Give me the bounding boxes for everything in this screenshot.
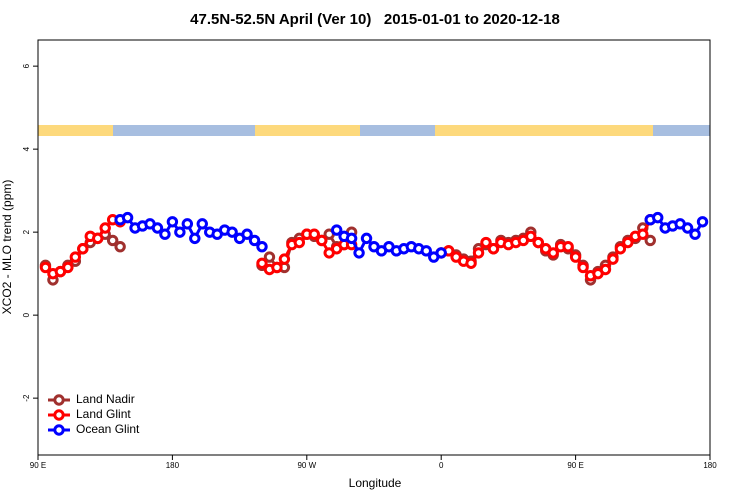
data-point: [278, 253, 291, 265]
data-point: [599, 263, 612, 276]
data-point: [226, 226, 238, 238]
data-point: [114, 240, 126, 253]
data-point: [263, 251, 276, 263]
data-point: [256, 257, 268, 269]
data-point: [92, 232, 104, 245]
ocean-strip: [360, 125, 435, 136]
legend-marker: [53, 424, 65, 436]
land-strip: [255, 125, 360, 136]
legend-label: Land Nadir: [76, 392, 135, 406]
data-point: [308, 228, 320, 240]
data-point: [330, 224, 343, 236]
data-point: [62, 261, 74, 274]
plot-frame: [37, 39, 711, 456]
data-point: [353, 247, 365, 259]
data-point: [435, 247, 447, 259]
data-point: [69, 251, 82, 263]
data-point: [77, 243, 89, 255]
data-point: [39, 261, 52, 274]
data-point: [196, 218, 208, 230]
data-point: [420, 245, 432, 257]
legend-label: Ocean Glint: [76, 422, 140, 436]
data-point: [360, 232, 373, 245]
data-point: [622, 236, 634, 249]
data-point: [652, 211, 664, 224]
y-tick-label: 4: [22, 146, 31, 151]
data-point: [316, 234, 328, 247]
data-point: [525, 230, 537, 242]
data-point: [532, 236, 544, 249]
y-tick-label: 6: [22, 63, 31, 68]
x-tick-label: 90 E: [567, 461, 583, 470]
data-point: [487, 243, 500, 255]
land-strip: [435, 125, 653, 136]
data-point: [637, 228, 649, 240]
data-point: [345, 232, 358, 245]
data-point: [696, 216, 709, 228]
x-tick-label: 180: [703, 461, 717, 470]
series: [114, 211, 709, 263]
data-point: [271, 261, 283, 274]
data-point: [465, 257, 477, 269]
data-point: [614, 243, 627, 255]
land-strip: [38, 125, 113, 136]
data-point: [248, 234, 261, 247]
data-point: [689, 228, 701, 240]
data-point: [569, 251, 582, 263]
data-point: [681, 222, 694, 234]
data-point: [174, 226, 186, 238]
data-point: [480, 236, 492, 249]
data-point: [181, 218, 194, 230]
data-point: [166, 216, 179, 228]
data-point: [293, 236, 306, 249]
data-point: [577, 261, 589, 274]
data-point: [99, 222, 111, 234]
data-point: [106, 234, 119, 247]
legend-label: Land Glint: [76, 407, 131, 421]
x-tick-label: 90 E: [30, 461, 46, 470]
ocean-strip: [113, 125, 255, 136]
data-point: [241, 228, 253, 240]
data-point: [159, 228, 171, 240]
data-point: [472, 247, 485, 259]
data-point: [644, 234, 656, 247]
y-axis-label: XCO2 - MLO trend (ppm): [0, 180, 14, 315]
chart-title: 47.5N-52.5N April (Ver 10) 2015-01-01 to…: [190, 11, 560, 28]
data-point: [151, 222, 164, 234]
x-tick-label: 0: [439, 461, 444, 470]
data-point: [189, 232, 201, 245]
legend-marker: [53, 409, 65, 421]
data-point: [607, 253, 619, 265]
ocean-strip: [653, 125, 710, 136]
data-point: [547, 247, 559, 259]
data-point: [562, 240, 574, 253]
x-tick-label: 90 W: [297, 461, 316, 470]
legend-marker: [53, 394, 65, 406]
data-point: [121, 211, 134, 224]
y-tick-label: 2: [22, 229, 31, 234]
land-ocean-band: [38, 125, 710, 136]
y-tick-label: -2: [22, 394, 31, 402]
y-tick-label: 0: [22, 312, 31, 317]
data-point: [256, 240, 268, 253]
x-axis-label: Longitude: [349, 476, 402, 490]
x-tick-label: 180: [166, 461, 180, 470]
